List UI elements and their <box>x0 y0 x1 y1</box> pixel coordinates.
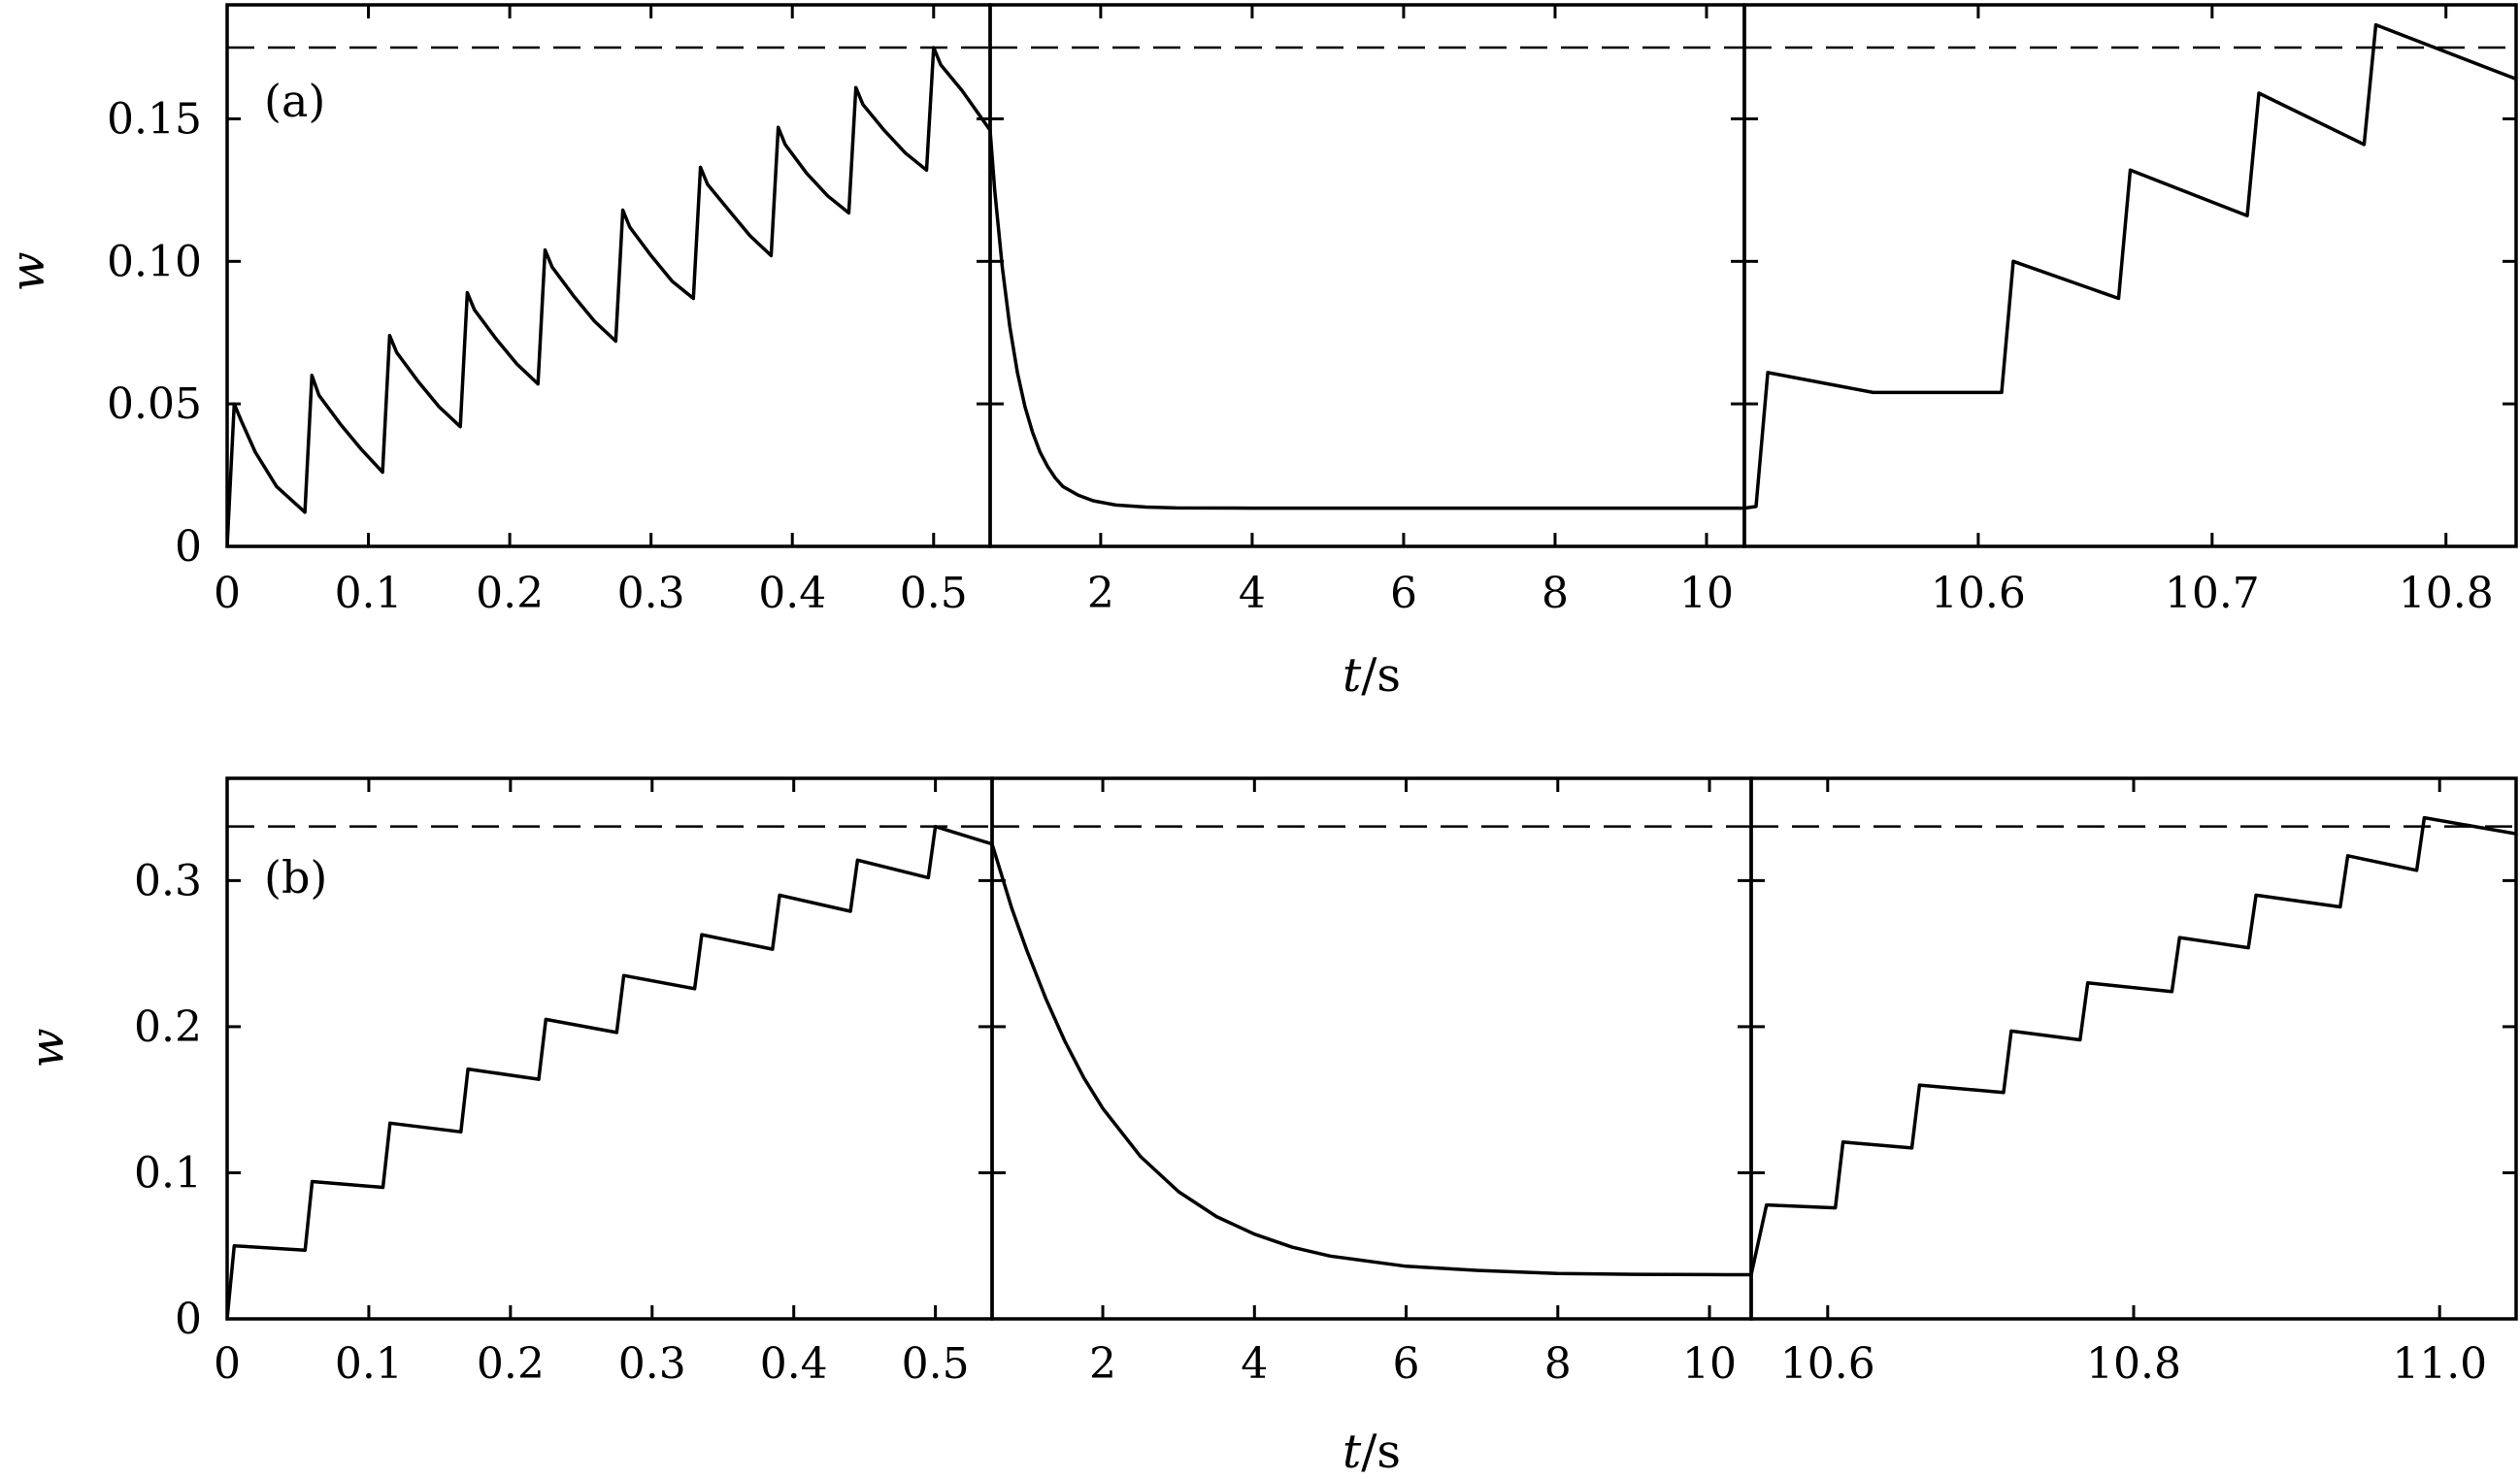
x-tick-label: 6 <box>1390 569 1417 618</box>
segment-1: 0 0.1 0.2 0.3 0.4 0.5 <box>214 3 992 618</box>
x-tick-label: 8 <box>1544 1339 1572 1389</box>
x-tick-label: 2 <box>1087 569 1114 618</box>
x-tick-label: 0.2 <box>477 1339 545 1389</box>
x-tick-label: 4 <box>1241 1339 1268 1389</box>
segment-frame <box>990 776 1753 1321</box>
segment-3: 10.6 10.7 10.8 <box>1742 3 2518 618</box>
x-tick-label: 2 <box>1089 1339 1116 1389</box>
y-tick-label: 0.3 <box>134 856 202 905</box>
series-line <box>227 46 990 546</box>
x-tick-label: 0.4 <box>758 569 826 618</box>
x-tick-label: 0 <box>214 1339 241 1389</box>
y-tick-label: 0.15 <box>107 94 202 144</box>
x-tick-label: 0.3 <box>618 1339 686 1389</box>
panel-label: (a) <box>264 75 325 127</box>
x-tick-label: 10 <box>1679 569 1734 618</box>
x-tick-label: 4 <box>1239 569 1266 618</box>
y-tick-label: 0.10 <box>107 237 202 286</box>
y-tick-label: 0 <box>175 1295 202 1344</box>
series-line <box>1744 22 2516 510</box>
x-tick-label: 0.5 <box>900 569 968 618</box>
series-line <box>227 824 992 1319</box>
x-tick-label: 10.6 <box>1931 569 2026 618</box>
segment-3: 10.6 10.8 11.0 <box>1749 776 2518 1389</box>
x-tick-label: 0 <box>214 569 241 618</box>
panel-b: 0 0.1 0.2 0.3 0 0.1 0.2 0.3 0.4 0.5 2 4 6 8 10 10.6 10.8… <box>20 776 2518 1479</box>
y-tick-label: 0.2 <box>134 1002 202 1052</box>
x-tick-label: 10.8 <box>2086 1339 2181 1389</box>
x-tick-label: 10.6 <box>1780 1339 1875 1389</box>
segment-frame <box>1749 776 2518 1321</box>
x-tick-label: 10.7 <box>2165 569 2260 618</box>
x-tick-label: 0.1 <box>335 569 403 618</box>
segment-1: 0 0.1 0.2 0.3 0.4 0.5 <box>214 776 994 1389</box>
x-tick-label: 10.8 <box>2399 569 2494 618</box>
x-tick-label: 0.3 <box>617 569 685 618</box>
panel-label: (b) <box>264 851 327 904</box>
x-tick-label: 10 <box>1682 1339 1737 1389</box>
panel-a: 00.050.100.150 0.1 0.2 0.3 0.4 0.5 2 4 6 8 10 10.6 1… <box>1 3 2518 703</box>
x-tick-label: 8 <box>1542 569 1569 618</box>
segment-frame <box>1742 3 2518 548</box>
x-tick-label: 0.4 <box>760 1339 828 1389</box>
x-axis-label: t/s <box>1343 1425 1401 1479</box>
segment-2: 2 4 6 8 10 <box>990 776 1753 1389</box>
segment-frame <box>988 3 1746 548</box>
segment-frame <box>225 3 992 548</box>
y-tick-label: 0 <box>175 522 202 572</box>
segment-frame <box>225 776 994 1321</box>
x-tick-label: 11.0 <box>2392 1339 2487 1389</box>
x-axis-label: t/s <box>1343 648 1401 703</box>
y-tick-label: 0.1 <box>134 1148 202 1198</box>
x-tick-label: 6 <box>1393 1339 1420 1389</box>
y-axis-label: w <box>1 251 55 291</box>
series-line <box>990 130 1744 510</box>
series-line <box>1751 815 2516 1275</box>
segment-2: 2 4 6 8 10 <box>988 3 1746 618</box>
y-tick-label: 0.05 <box>107 379 202 429</box>
x-tick-label: 0.5 <box>902 1339 970 1389</box>
series-line <box>992 843 1751 1277</box>
x-tick-label: 0.2 <box>476 569 544 618</box>
y-axis-label: w <box>20 1028 75 1068</box>
x-tick-label: 0.1 <box>335 1339 403 1389</box>
